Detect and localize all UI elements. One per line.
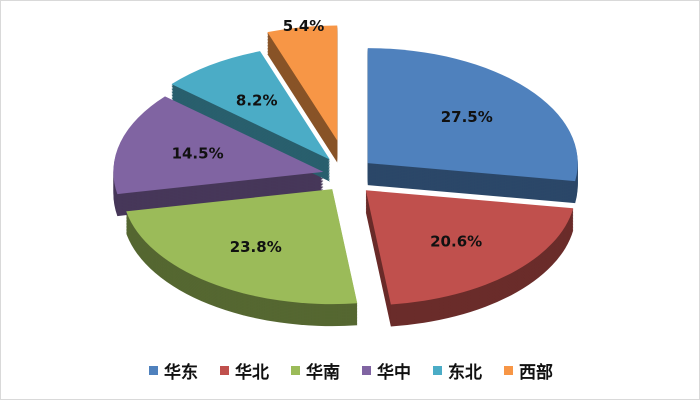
legend-swatch [149,366,158,375]
slice-华南 [126,189,358,305]
data-label: 14.5% [172,144,224,162]
legend-swatch [433,366,442,375]
legend-label: 华北 [235,363,269,383]
slice-华中 [113,96,324,195]
legend-label: 华中 [377,363,411,383]
legend-label: 华南 [306,363,340,383]
slice-华北 [365,190,574,305]
legend-item: 华中 [362,358,411,383]
slice-东北 [171,51,330,160]
legend-swatch [504,366,513,375]
legend-item: 华北 [220,358,269,383]
legend-label: 西部 [519,363,553,383]
legend: 华东 华北 华南 华中 东北 西部 [1,358,699,383]
legend-item: 西部 [504,358,553,383]
legend-item: 东北 [433,358,482,383]
legend-item: 华东 [149,358,198,383]
data-label: 23.8% [230,238,282,256]
legend-label: 华东 [164,363,198,383]
slice-西部 [267,25,338,141]
slice-华东 [367,48,578,182]
legend-item: 华南 [291,358,340,383]
legend-swatch [291,366,300,375]
legend-swatch [220,366,229,375]
data-label: 20.6% [430,233,482,251]
data-label: 8.2% [236,92,278,110]
data-label: 5.4% [283,17,325,35]
data-label: 27.5% [441,108,493,126]
legend-label: 东北 [448,363,482,383]
legend-swatch [362,366,371,375]
